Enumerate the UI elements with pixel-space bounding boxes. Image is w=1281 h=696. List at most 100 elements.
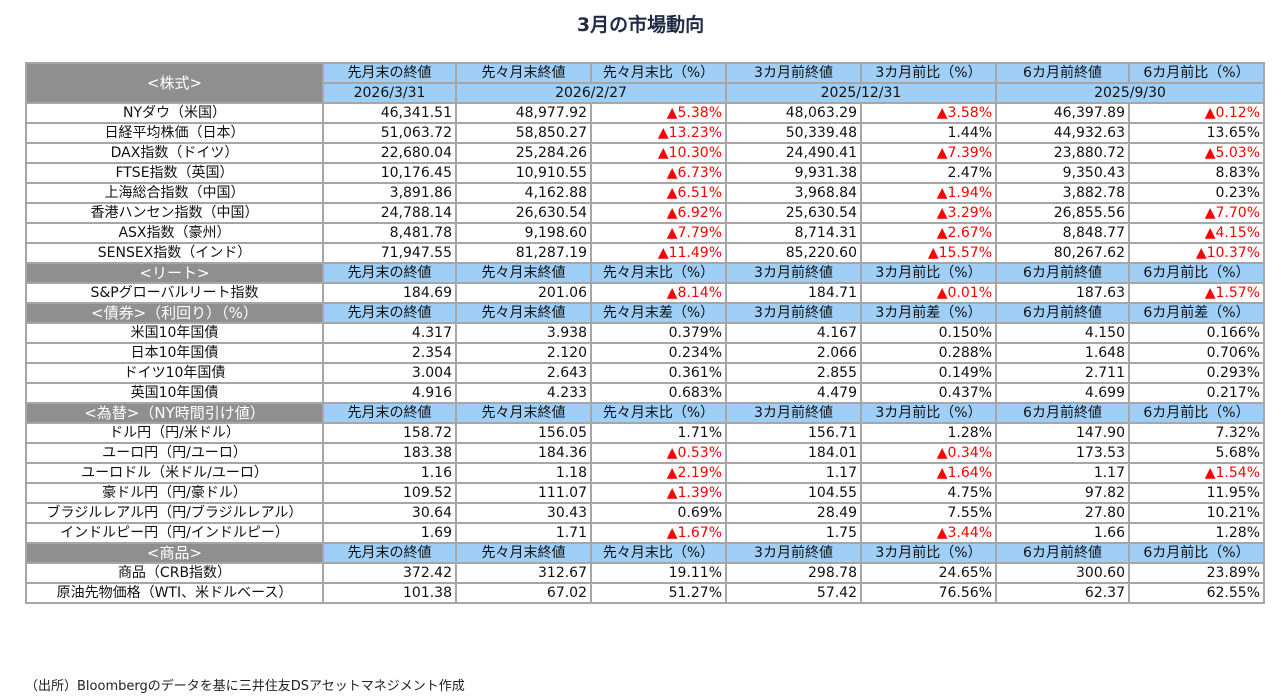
date-header: 2026/2/27	[455, 82, 727, 104]
date-header: 2026/3/31	[322, 82, 457, 104]
row-label: 商品（CRB指数）	[25, 562, 324, 584]
value-cell: 97.82	[995, 482, 1130, 504]
column-header: 先月末の終値	[322, 62, 457, 84]
value-cell: 4.916	[322, 382, 457, 404]
value-cell: 9,350.43	[995, 162, 1130, 184]
value-cell: 3,968.84	[725, 182, 862, 204]
column-header: 先々月末終値	[455, 262, 592, 284]
value-cell: 0.706%	[1128, 342, 1265, 364]
table-row: 日本10年国債 2.354 2.120 0.234% 2.066 0.288% 1.648 0…	[25, 342, 1265, 364]
table-row: 商品（CRB指数） 372.42 312.67 19.11% 298.78 24.65% 3…	[25, 562, 1265, 584]
column-header: 先々月末比（%）	[590, 62, 727, 84]
table-row: ASX指数（豪州） 8,481.78 9,198.60 ▲7.79% 8,714.31 ▲…	[25, 222, 1265, 244]
value-cell: 4.479	[725, 382, 862, 404]
table-row: FTSE指数（英国） 10,176.45 10,910.55 ▲6.73% 9,931.…	[25, 162, 1265, 184]
value-cell: 48,063.29	[725, 102, 862, 124]
value-cell: 0.293%	[1128, 362, 1265, 384]
value-cell: 1.71%	[590, 422, 727, 444]
value-cell: 10.21%	[1128, 502, 1265, 524]
value-cell: 0.166%	[1128, 322, 1265, 344]
negative-value-cell: ▲6.51%	[590, 182, 727, 204]
section-label: <為替>（NY時間引け値）	[25, 402, 324, 424]
column-header: 3カ月前終値	[725, 542, 862, 564]
row-label: DAX指数（ドイツ）	[25, 142, 324, 164]
value-cell: 11.95%	[1128, 482, 1265, 504]
source-footnote: （出所）Bloombergのデータを基に三井住友DSアセットマネジメント作成	[25, 679, 465, 694]
value-cell: 80,267.62	[995, 242, 1130, 264]
value-cell: 2.711	[995, 362, 1130, 384]
value-cell: 58,850.27	[455, 122, 592, 144]
table-row: インドルピー円（円/インドルピー） 1.69 1.71 ▲1.67% 1.75 ▲3.44…	[25, 522, 1265, 544]
value-cell: 62.55%	[1128, 582, 1265, 604]
column-header: 先々月末差（%）	[590, 302, 727, 324]
value-cell: 4.699	[995, 382, 1130, 404]
value-cell: 0.69%	[590, 502, 727, 524]
column-header: 先々月末比（%）	[590, 402, 727, 424]
column-header: 6カ月前終値	[995, 262, 1130, 284]
value-cell: 0.361%	[590, 362, 727, 384]
column-header: 先々月末終値	[455, 542, 592, 564]
row-label: FTSE指数（英国）	[25, 162, 324, 184]
table-row: ユーロ円（円/ユーロ） 183.38 184.36 ▲0.53% 184.01 ▲0.34…	[25, 442, 1265, 464]
negative-value-cell: ▲3.29%	[860, 202, 997, 224]
negative-value-cell: ▲15.57%	[860, 242, 997, 264]
value-cell: 9,931.38	[725, 162, 862, 184]
negative-value-cell: ▲0.12%	[1128, 102, 1265, 124]
value-cell: 23.89%	[1128, 562, 1265, 584]
value-cell: 2.120	[455, 342, 592, 364]
value-cell: 8,714.31	[725, 222, 862, 244]
value-cell: 0.149%	[860, 362, 997, 384]
value-cell: 9,198.60	[455, 222, 592, 244]
value-cell: 2.643	[455, 362, 592, 384]
column-header: 3カ月前終値	[725, 262, 862, 284]
value-cell: 158.72	[322, 422, 457, 444]
value-cell: 8,848.77	[995, 222, 1130, 244]
negative-value-cell: ▲10.37%	[1128, 242, 1265, 264]
value-cell: 1.71	[455, 522, 592, 544]
value-cell: 4.167	[725, 322, 862, 344]
negative-value-cell: ▲2.19%	[590, 462, 727, 484]
value-cell: 0.683%	[590, 382, 727, 404]
value-cell: 44,932.63	[995, 122, 1130, 144]
negative-value-cell: ▲1.57%	[1128, 282, 1265, 304]
section-header-row: <債券>（利回り）（%） 先月末の終値 先々月末終値 先々月末差（%） 3カ月前終値 3カ…	[25, 302, 1265, 324]
value-cell: 81,287.19	[455, 242, 592, 264]
negative-value-cell: ▲13.23%	[590, 122, 727, 144]
table-row: ユーロドル（米ドル/ユーロ） 1.16 1.18 ▲2.19% 1.17 ▲1.64% 1.…	[25, 462, 1265, 484]
table-row: 上海総合指数（中国） 3,891.86 4,162.88 ▲6.51% 3,968.84…	[25, 182, 1265, 204]
table-row: 米国10年国債 4.317 3.938 0.379% 4.167 0.150% 4.150 0…	[25, 322, 1265, 344]
negative-value-cell: ▲3.44%	[860, 522, 997, 544]
negative-value-cell: ▲2.67%	[860, 222, 997, 244]
table-row: 香港ハンセン指数（中国） 24,788.14 26,630.54 ▲6.92% 25,6…	[25, 202, 1265, 224]
column-header: 先々月末終値	[455, 402, 592, 424]
value-cell: 8,481.78	[322, 222, 457, 244]
table-row: NYダウ（米国） 46,341.51 48,977.92 ▲5.38% 48,063.2…	[25, 102, 1265, 124]
table-row: SENSEX指数（インド） 71,947.55 81,287.19 ▲11.49% 85…	[25, 242, 1265, 264]
negative-value-cell: ▲7.39%	[860, 142, 997, 164]
value-cell: 28.49	[725, 502, 862, 524]
negative-value-cell: ▲0.53%	[590, 442, 727, 464]
column-header: 先々月末比（%）	[590, 542, 727, 564]
value-cell: 23,880.72	[995, 142, 1130, 164]
value-cell: 184.71	[725, 282, 862, 304]
section-header-row: <為替>（NY時間引け値） 先月末の終値 先々月末終値 先々月末比（%） 3カ月前終値 3…	[25, 402, 1265, 424]
value-cell: 184.01	[725, 442, 862, 464]
value-cell: 25,284.26	[455, 142, 592, 164]
value-cell: 62.37	[995, 582, 1130, 604]
value-cell: 111.07	[455, 482, 592, 504]
value-cell: 1.16	[322, 462, 457, 484]
value-cell: 0.150%	[860, 322, 997, 344]
row-label: 日経平均株価（日本）	[25, 122, 324, 144]
table-row: 英国10年国債 4.916 4.233 0.683% 4.479 0.437% 4.699 0…	[25, 382, 1265, 404]
table-row: ドル円（円/米ドル） 158.72 156.05 1.71% 156.71 1.28% 14…	[25, 422, 1265, 444]
value-cell: 50,339.48	[725, 122, 862, 144]
value-cell: 24,490.41	[725, 142, 862, 164]
value-cell: 26,630.54	[455, 202, 592, 224]
value-cell: 1.66	[995, 522, 1130, 544]
value-cell: 7.55%	[860, 502, 997, 524]
table-row: ブラジルレアル円（円/ブラジルレアル） 30.64 30.43 0.69% 28.49 7…	[25, 502, 1265, 524]
negative-value-cell: ▲0.01%	[860, 282, 997, 304]
value-cell: 24.65%	[860, 562, 997, 584]
value-cell: 0.23%	[1128, 182, 1265, 204]
value-cell: 2.855	[725, 362, 862, 384]
